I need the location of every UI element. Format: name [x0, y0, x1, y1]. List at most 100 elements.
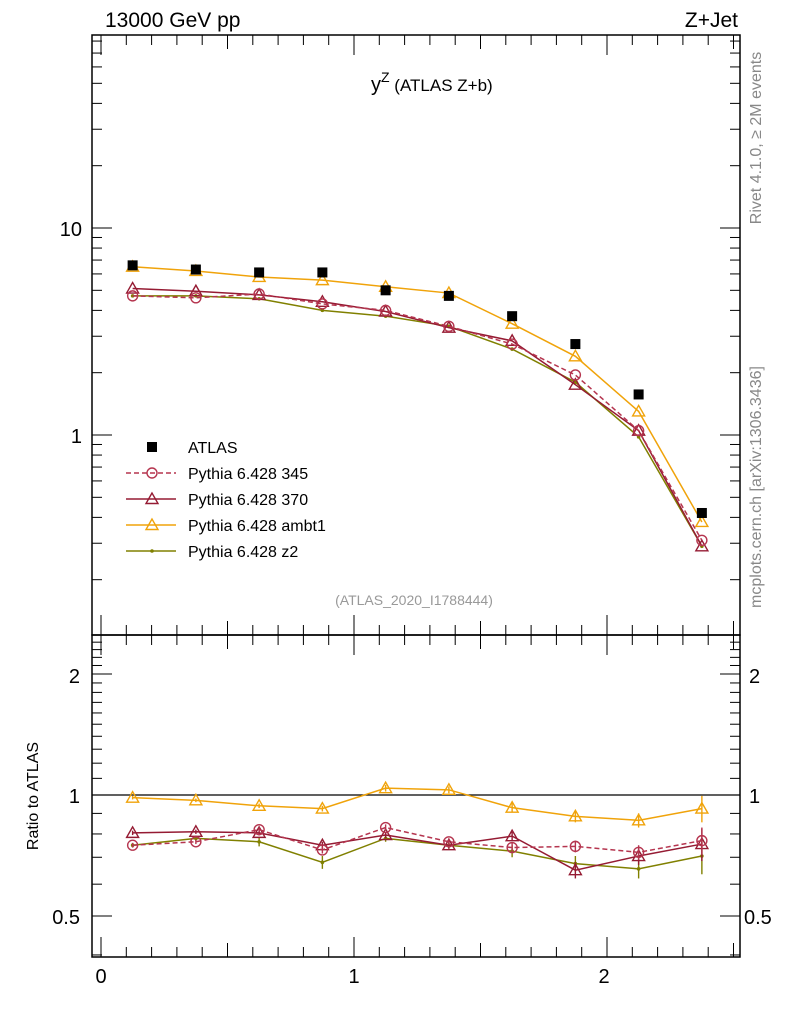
legend-marker: [146, 467, 158, 479]
header-process-label: Z+Jet: [685, 9, 738, 32]
ratio-data-point: [190, 836, 202, 848]
plot-title: yZ (ATLAS Z+b): [371, 69, 493, 96]
main-data-point: [315, 294, 330, 308]
main-data-point: [569, 369, 582, 381]
ratio-data-point: [694, 801, 710, 814]
legend-marker: [150, 549, 154, 553]
ratio-data-point: [506, 841, 518, 854]
ratio-data-point: [504, 800, 520, 813]
main-data-point: [631, 404, 646, 417]
ratio-data-point: [443, 836, 455, 848]
ratio-data-point: [569, 840, 582, 853]
ratio-data-point: [315, 801, 330, 814]
main-data-point: [188, 283, 204, 297]
header-energy-label: 13000 GeV pp: [105, 9, 240, 32]
ratio-data-point: [568, 808, 583, 822]
ratio-series-line: [132, 831, 703, 871]
legend-label: Pythia 6.428 345: [188, 466, 308, 483]
ratio-data-point: [316, 844, 329, 856]
x-tick-label-2: 2: [598, 966, 609, 988]
legend-label: Pythia 6.428 z2: [188, 544, 298, 561]
main-data-point: [570, 339, 581, 350]
ratio-data-point: [632, 846, 645, 859]
ratio-y-tick-label-1-right: 1: [749, 786, 760, 808]
main-data-point: [694, 538, 710, 552]
ratio-series-line: [132, 826, 703, 854]
ratio-plot-frame: [91, 634, 741, 958]
ratio-data-point: [251, 825, 267, 839]
plot-title-superscript: Z: [381, 69, 390, 85]
ratio-data-point: [631, 848, 646, 862]
legend-label: Pythia 6.428 370: [188, 492, 308, 509]
legend-marker: [144, 517, 160, 531]
ratio-y-tick-label-05-right: 0.5: [744, 907, 772, 929]
analysis-label: (ATLAS_2020_I1788444): [335, 592, 493, 608]
main-data-point: [317, 267, 328, 278]
ratio-data-point: [504, 828, 520, 842]
x-axis-ticks: [100, 35, 734, 957]
main-series-layer: [125, 259, 710, 552]
main-series-line: [132, 295, 703, 547]
ratio-axis-ticks: [92, 641, 740, 956]
ratio-series-line: [132, 787, 703, 822]
main-data-point: [126, 290, 139, 302]
side-rivet-label: Rivet 4.1.0, ≥ 2M events: [748, 52, 765, 224]
main-data-point: [568, 377, 583, 390]
ratio-data-point: [188, 792, 204, 806]
main-data-point: [443, 290, 454, 301]
ratio-data-point: [631, 812, 646, 826]
main-data-point: [190, 264, 201, 275]
ratio-data-point: [125, 790, 140, 803]
ratio-data-point: [441, 837, 457, 851]
main-data-point: [632, 424, 645, 437]
main-series-line: [132, 287, 703, 547]
main-data-point: [696, 507, 707, 518]
legend-marker: [147, 442, 157, 452]
ratio-data-point: [441, 782, 457, 796]
plot-title-suffix: (ATLAS Z+b): [390, 76, 493, 95]
ratio-data-point: [696, 834, 708, 847]
ratio-series-line: [132, 837, 703, 870]
main-data-point: [507, 311, 518, 322]
legend: ATLAS Pythia 6.428 345 Pythia 6.428 370 Pyt…: [126, 440, 326, 561]
main-data-point: [379, 304, 392, 317]
main-data-point: [127, 260, 138, 271]
ratio-data-point: [378, 827, 393, 841]
x-tick-label-0: 0: [95, 966, 106, 988]
legend-label: Pythia 6.428 ambt1: [188, 518, 326, 535]
main-data-point: [696, 534, 708, 546]
main-data-point: [443, 320, 455, 333]
main-y-tick-label-10: 10: [60, 219, 82, 241]
main-series-line: [132, 265, 703, 523]
ratio-data-point: [125, 825, 140, 839]
plot-title-main: y: [371, 74, 381, 96]
ratio-y-tick-label-05-left: 0.5: [52, 907, 80, 929]
ratio-data-point: [378, 780, 393, 794]
side-mcplots-label: mcplots.cern.ch [arXiv:1306.3436]: [748, 366, 765, 608]
main-data-point: [315, 272, 330, 286]
ratio-y-tick-label-2-left: 2: [69, 666, 80, 688]
ratio-data-point: [257, 839, 261, 844]
main-y-tick-label-1: 1: [71, 426, 82, 448]
ratio-series-layer: [125, 780, 710, 879]
main-data-point: [694, 514, 710, 528]
main-data-point: [506, 338, 518, 350]
ratio-data-point: [636, 867, 641, 871]
main-data-point: [125, 281, 140, 294]
ratio-data-point: [379, 821, 392, 834]
ratio-data-point: [320, 860, 325, 865]
legend-label: ATLAS: [188, 440, 238, 457]
ratio-y-tick-label-2-right: 2: [749, 666, 760, 688]
main-data-point: [316, 298, 329, 310]
main-axis-ticks: [92, 40, 740, 581]
main-data-point: [190, 292, 202, 304]
main-data-point: [253, 288, 265, 300]
legend-marker: [144, 491, 160, 505]
x-tick-label-1: 1: [348, 966, 359, 988]
main-data-point: [380, 285, 391, 296]
main-data-point: [633, 389, 644, 400]
main-data-point: [568, 348, 583, 362]
ratio-y-axis-label: Ratio to ATLAS: [25, 742, 42, 850]
ratio-data-point: [126, 839, 139, 851]
